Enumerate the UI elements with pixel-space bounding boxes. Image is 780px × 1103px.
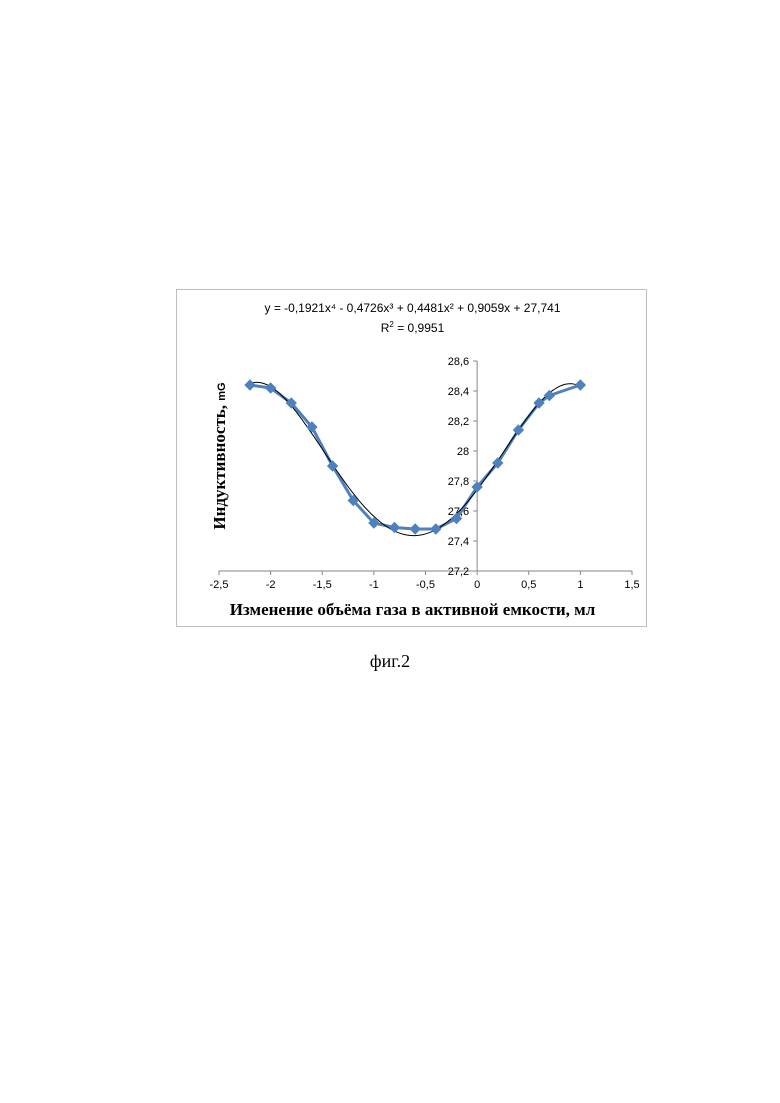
x-tick-label: -1,5 — [313, 579, 332, 591]
data-point — [410, 524, 420, 534]
trendline-equation: y = -0,1921x⁴ - 0,4726x³ + 0,4481x² + 0,… — [177, 300, 648, 316]
chart-plot-area: -2,5-2-1,5-1-0,500,511,5 27,227,427,627,… — [177, 290, 648, 628]
data-point — [245, 380, 255, 390]
y-tick-label: 28,6 — [448, 356, 469, 368]
series-line — [250, 385, 580, 529]
axes — [219, 361, 632, 571]
x-axis-title: Изменение объёма газа в активной емкости… — [177, 600, 648, 620]
x-tick-label: 0 — [474, 579, 480, 591]
x-tick-label: -2,5 — [210, 579, 229, 591]
y-axis-title: Индуктивность, mG — [210, 356, 230, 556]
trendline-group — [250, 382, 580, 535]
data-point — [575, 380, 585, 390]
x-tick-label: 1,5 — [624, 579, 639, 591]
x-tick-label: 0,5 — [521, 579, 536, 591]
x-tick-labels: -2,5 -2 -1,5 -1 -0,5 0 0,5 1 1,5 — [210, 571, 640, 591]
figure-caption: фиг.2 — [0, 651, 780, 672]
y-tick-label: 28 — [457, 446, 469, 458]
y-tick-label: 27,8 — [448, 476, 469, 488]
data-point — [390, 523, 400, 533]
data-point — [431, 524, 441, 534]
x-tick-label: 1 — [577, 579, 583, 591]
data-series — [250, 385, 580, 529]
x-tick-label: -0,5 — [416, 579, 435, 591]
data-markers — [245, 380, 585, 534]
y-tick-label: 27,2 — [448, 566, 469, 578]
r-squared-label: R2 = 0,9951 — [177, 317, 648, 336]
chart-frame: -2,5-2-1,5-1-0,500,511,5 27,227,427,627,… — [176, 289, 647, 627]
y-tick-label: 27,4 — [448, 536, 469, 548]
y-tick-labels: 27,227,427,627,82828,228,428,6 — [448, 356, 477, 578]
x-tick-label: -2 — [266, 579, 276, 591]
y-tick-label: 28,2 — [448, 416, 469, 428]
y-tick-label: 28,4 — [448, 386, 469, 398]
x-tick-label: -1 — [369, 579, 379, 591]
trendline — [250, 382, 580, 535]
